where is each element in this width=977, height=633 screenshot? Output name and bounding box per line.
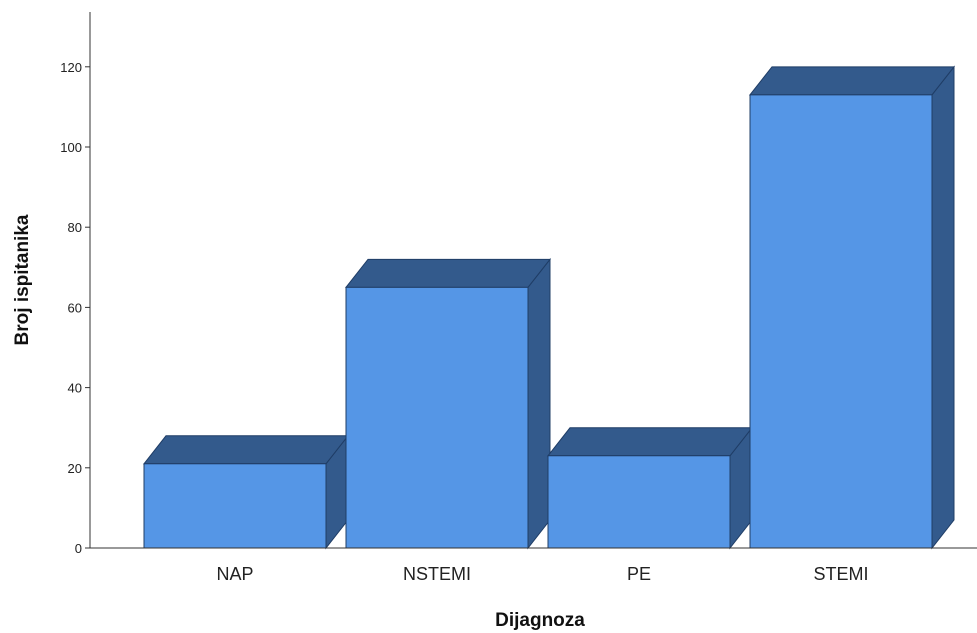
bar-front-face [749, 94, 933, 549]
y-tick-label: 60 [68, 300, 82, 315]
bar-front-face [143, 463, 327, 549]
y-tick-label: 120 [60, 60, 82, 75]
y-tick-label: 40 [68, 381, 82, 396]
bar-top-face [142, 435, 350, 465]
y-ticks-group: 0 20 40 60 80 100 120 [60, 60, 90, 556]
x-tick-label: STEMI [813, 564, 868, 584]
y-axis-title: Broj ispitanika [12, 214, 33, 345]
bar-nstemi [344, 257, 552, 550]
x-labels-group: NAP NSTEMI PE STEMI [216, 564, 868, 584]
bar-top-face [748, 66, 956, 96]
x-axis-title: Dijagnoza [495, 610, 585, 631]
y-tick-label: 20 [68, 461, 82, 476]
bar-side-face [931, 65, 955, 550]
bar-side-face [527, 257, 551, 550]
bar-top-face [546, 427, 754, 457]
bar-top-face [344, 258, 552, 288]
y-tick-label: 80 [68, 220, 82, 235]
x-tick-label: PE [627, 564, 651, 584]
y-tick-label: 100 [60, 140, 82, 155]
bar-front-face [547, 455, 731, 549]
x-tick-label: NSTEMI [403, 564, 471, 584]
bar-stemi [748, 65, 956, 550]
bar-nap [142, 434, 350, 550]
bar-pe [546, 426, 754, 550]
bar-front-face [345, 286, 529, 549]
bars-group [142, 65, 956, 550]
x-tick-label: NAP [216, 564, 253, 584]
y-tick-label: 0 [75, 541, 82, 556]
